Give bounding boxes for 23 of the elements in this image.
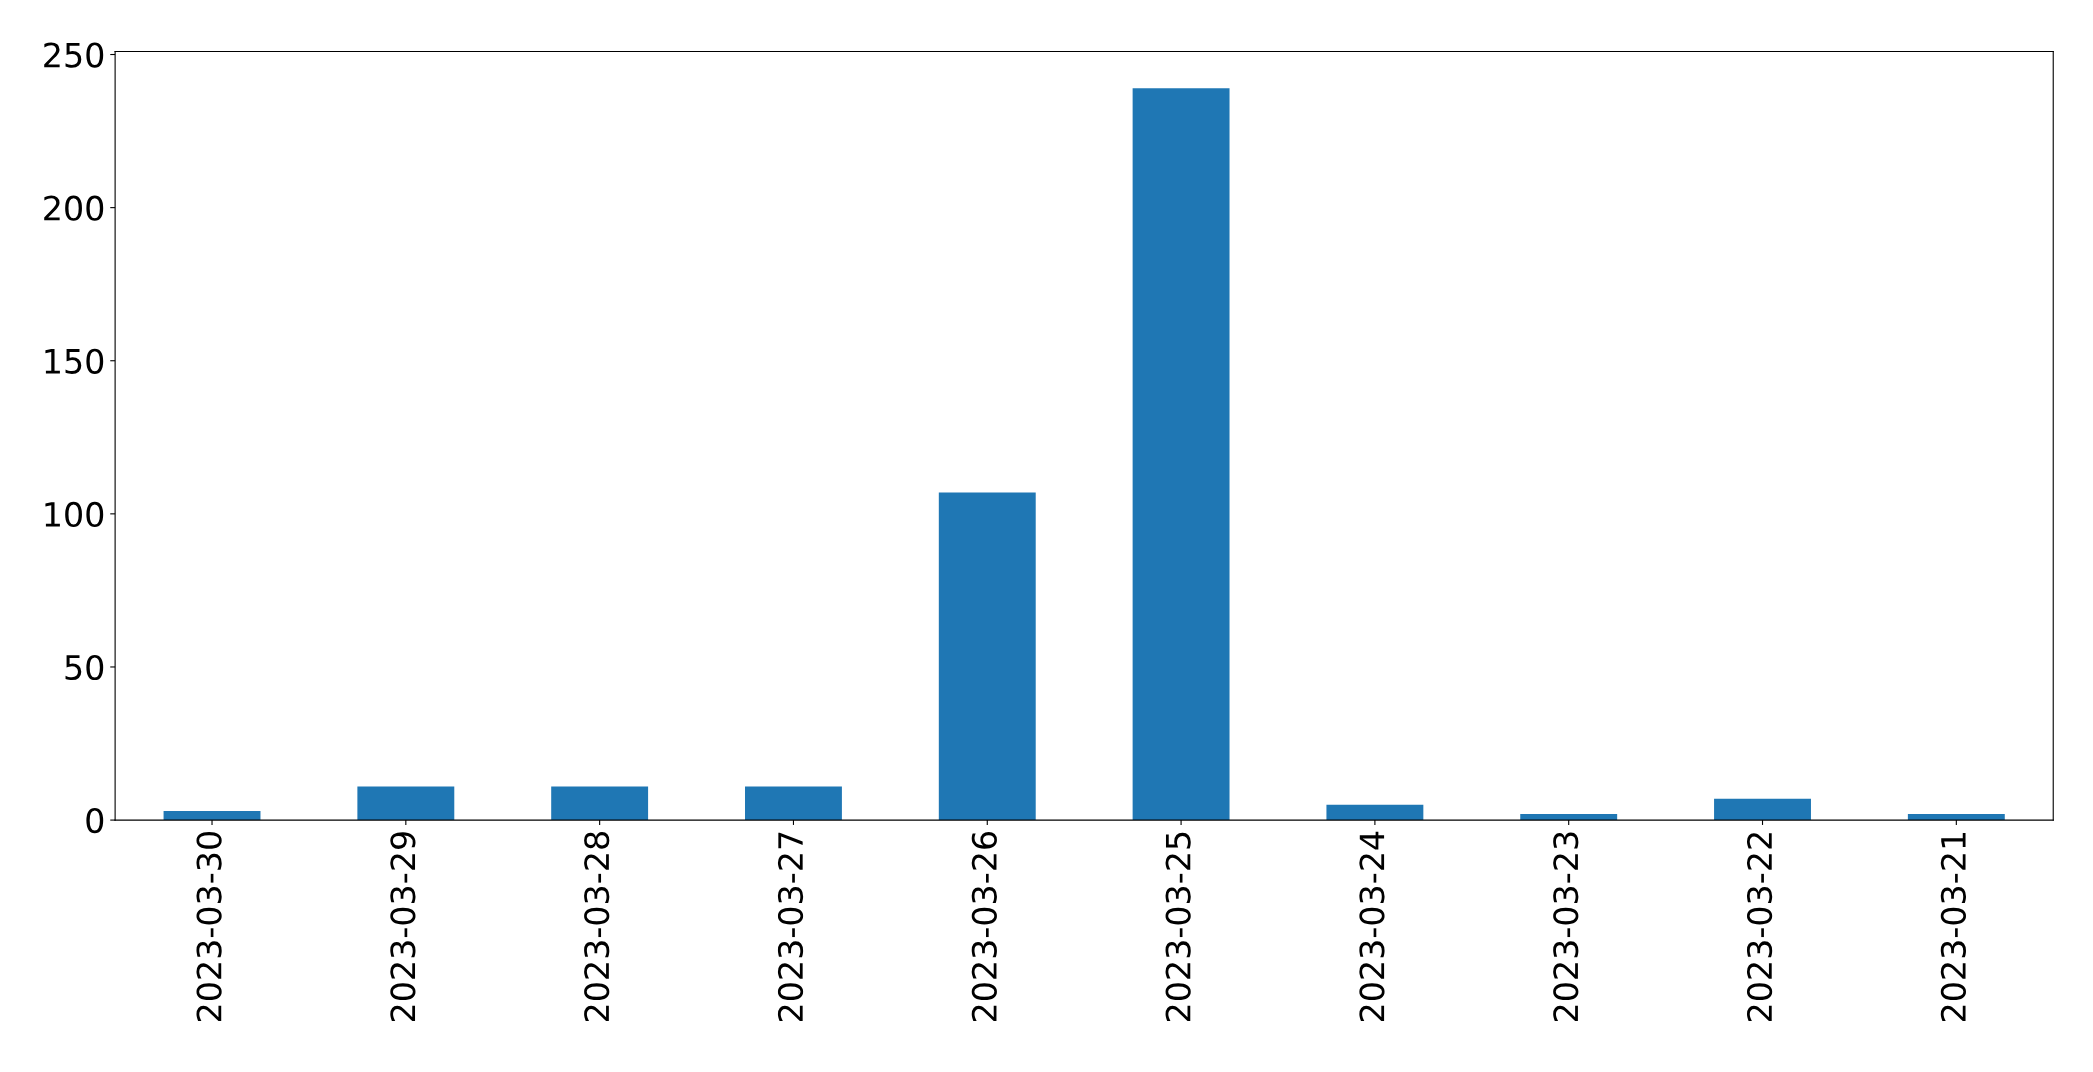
y-tick-label: 200: [44, 195, 104, 221]
x-tick-label: 2023-03-26: [971, 831, 997, 1022]
bar: [551, 786, 649, 821]
y-tick-label: 250: [44, 42, 104, 68]
y-tick-label: 150: [45, 348, 104, 374]
bar: [1132, 88, 1230, 821]
y-tick-label: 100: [45, 501, 104, 527]
x-tick-label: 2023-03-29: [390, 832, 416, 1022]
bar: [938, 492, 1036, 821]
x-tick-label: 2023-03-23: [1553, 832, 1579, 1022]
bar: [1714, 798, 1811, 821]
x-tick-label: 2023-03-30: [196, 832, 222, 1022]
y-tick-label: 0: [86, 808, 104, 834]
x-tick-label: 2023-03-25: [1165, 832, 1191, 1022]
x-tick-label: 2023-03-24: [1359, 831, 1385, 1022]
x-tick-label: 2023-03-27: [777, 832, 804, 1022]
bar: [1326, 804, 1424, 821]
x-tick-label: 2023-03-28: [584, 832, 610, 1022]
bar: [357, 786, 455, 821]
x-tick-label: 2023-03-21: [1940, 832, 1966, 1022]
x-tick-label: 2023-03-22: [1746, 833, 1773, 1022]
bar: [745, 786, 842, 821]
y-tick-label: 50: [65, 654, 104, 681]
